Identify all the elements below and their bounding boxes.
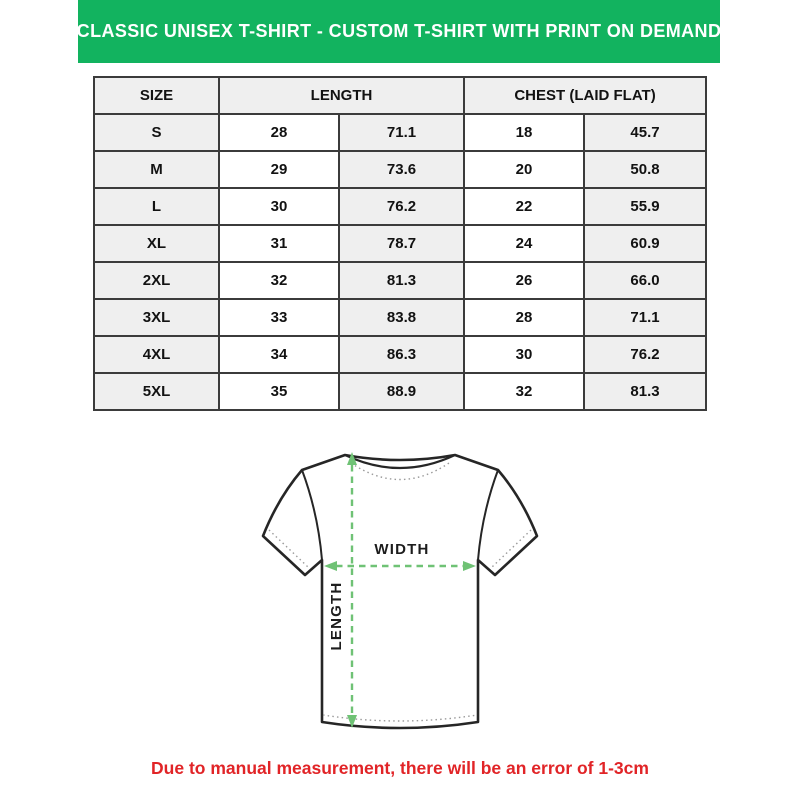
length-label: LENGTH [328,582,345,651]
width-arrow [324,561,476,571]
chest-in-cell: 28 [463,298,586,337]
chest-cm-cell: 50.8 [583,150,708,189]
column-header-size: SIZE [93,76,220,115]
size-cell: M [93,150,220,189]
length-cm-cell: 73.6 [337,150,466,189]
table-row: XL 31 78.7 24 60.9 [93,224,708,263]
length-in-cell: 28 [218,113,340,152]
collar-band [344,454,456,469]
chest-in-cell: 22 [463,187,586,226]
chest-cm-cell: 81.3 [583,372,708,411]
table-row: M 29 73.6 20 50.8 [93,150,708,189]
size-cell: 4XL [93,335,220,374]
length-in-cell: 32 [218,261,340,300]
length-in-cell: 31 [218,224,340,263]
chest-in-cell: 30 [463,335,586,374]
length-cm-cell: 76.2 [337,187,466,226]
chest-cm-cell: 45.7 [583,113,708,152]
table-row: S 28 71.1 18 45.7 [93,113,708,152]
left-armhole-seam [301,469,323,561]
tshirt-diagram-svg: WIDTH LENGTH [261,452,539,730]
width-label: WIDTH [374,541,429,558]
size-cell: S [93,113,220,152]
collar-stitch [350,462,450,481]
length-in-cell: 29 [218,150,340,189]
chest-cm-cell: 60.9 [583,224,708,263]
table-row: 2XL 32 81.3 26 66.0 [93,261,708,300]
chest-cm-cell: 71.1 [583,298,708,337]
page-title: CLASSIC UNISEX T-SHIRT - CUSTOM T-SHIRT … [76,21,722,41]
length-arrow [347,452,357,728]
length-in-cell: 33 [218,298,340,337]
hem-stitch [322,714,478,722]
chest-cm-cell: 55.9 [583,187,708,226]
table-row: 5XL 35 88.9 32 81.3 [93,372,708,411]
tshirt-outline [261,453,539,730]
length-cm-cell: 78.7 [337,224,466,263]
length-in-cell: 34 [218,335,340,374]
size-cell: 3XL [93,298,220,337]
length-cm-cell: 71.1 [337,113,466,152]
size-cell: 5XL [93,372,220,411]
chest-in-cell: 32 [463,372,586,411]
chest-cm-cell: 66.0 [583,261,708,300]
tshirt-diagram: WIDTH LENGTH [250,443,550,743]
right-armhole-seam [477,469,499,561]
size-cell: 2XL [93,261,220,300]
chest-in-cell: 18 [463,113,586,152]
title-banner: CLASSIC UNISEX T-SHIRT - CUSTOM T-SHIRT … [76,0,722,63]
measurement-error-note: Due to manual measurement, there will be… [151,758,649,778]
size-table: SIZE LENGTH CHEST (LAID FLAT) S 28 71.1 18 4… [93,76,708,411]
length-in-cell: 30 [218,187,340,226]
table-row: 4XL 34 86.3 30 76.2 [93,335,708,374]
table-header-row: SIZE LENGTH CHEST (LAID FLAT) [93,76,708,115]
column-header-chest: CHEST (LAID FLAT) [463,76,708,115]
chest-cm-cell: 76.2 [583,335,708,374]
chest-in-cell: 24 [463,224,586,263]
length-cm-cell: 86.3 [337,335,466,374]
length-in-cell: 35 [218,372,340,411]
size-table-body: S 28 71.1 18 45.7 M 29 73.6 20 50.8 L 30 76.2 22 55.9 X… [93,113,708,411]
table-row: L 30 76.2 22 55.9 [93,187,708,226]
size-cell: XL [93,224,220,263]
chest-in-cell: 20 [463,150,586,189]
column-header-length: LENGTH [217,76,466,115]
size-cell: L [93,187,220,226]
chest-in-cell: 26 [463,261,586,300]
length-cm-cell: 83.8 [337,298,466,337]
length-cm-cell: 81.3 [337,261,466,300]
table-row: 3XL 33 83.8 28 71.1 [93,298,708,337]
length-cm-cell: 88.9 [337,372,466,411]
